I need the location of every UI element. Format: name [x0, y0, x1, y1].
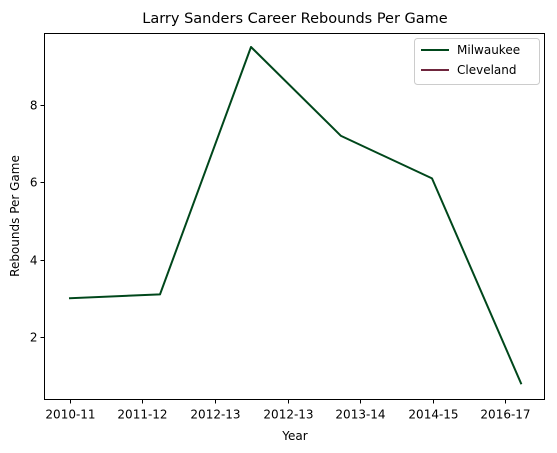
x-axis-label: Year [281, 429, 307, 443]
x-tick-label: 2010-11 [45, 408, 95, 422]
x-tick-label: 2012-13 [190, 408, 240, 422]
x-tick-label: 2013-14 [335, 408, 385, 422]
x-tick-label: 2016-17 [480, 408, 530, 422]
x-tick-label: 2011-12 [117, 408, 167, 422]
x-tick-label: 2012-13 [263, 408, 313, 422]
chart-title: Larry Sanders Career Rebounds Per Game [142, 11, 448, 27]
y-tick-label: 2 [30, 331, 38, 345]
plot-lines [68, 46, 523, 385]
y-tick-label: 4 [30, 254, 38, 268]
y-axis-ticks: 2 4 6 8 [30, 99, 45, 345]
legend-label-cleveland: Cleveland [457, 63, 517, 77]
x-axis-ticks: 2010-11 2011-12 2012-13 2012-13 2013-14 2014-… [45, 399, 531, 422]
x-tick-label: 2014-15 [408, 408, 458, 422]
plot-frame [44, 33, 545, 400]
legend-label-milwaukee: Milwaukee [457, 43, 520, 57]
legend: Milwaukee Cleveland [414, 38, 540, 85]
y-tick-label: 6 [30, 176, 38, 190]
y-axis-label: Rebounds Per Game [8, 155, 22, 277]
series-line-milwaukee [68, 46, 523, 385]
y-tick-label: 8 [30, 99, 38, 113]
